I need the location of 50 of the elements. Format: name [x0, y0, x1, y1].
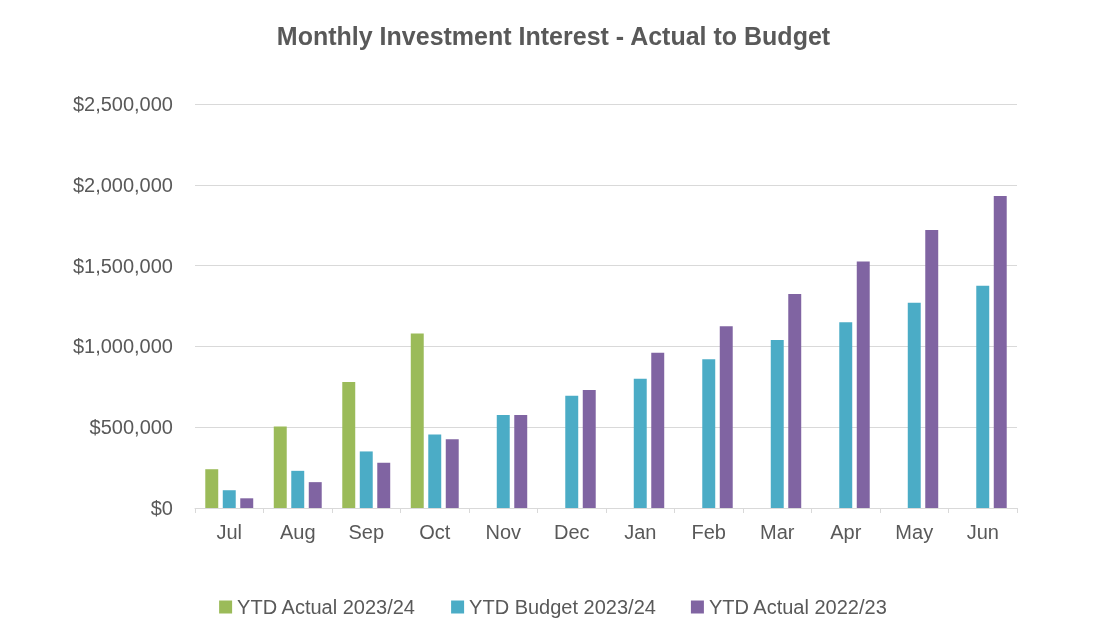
x-tick-label: Feb — [691, 521, 726, 543]
bar — [514, 415, 528, 508]
bar — [770, 339, 784, 508]
bar — [428, 434, 442, 508]
x-tick-label: Jul — [216, 521, 243, 543]
bar — [240, 498, 254, 508]
chart-title: Monthly Investment Interest - Actual to Budget — [276, 21, 831, 50]
bar — [565, 395, 579, 508]
bar — [342, 381, 356, 508]
x-tick-label: Jun — [966, 521, 999, 543]
bar — [976, 285, 990, 508]
bar — [788, 293, 802, 508]
bar — [839, 322, 853, 508]
legend-label: YTD Actual 2023/24 — [237, 596, 415, 618]
legend-label: YTD Budget 2023/24 — [469, 596, 656, 618]
y-tick-label: $2,000,000 — [72, 173, 173, 196]
x-tick-label: Oct — [419, 521, 451, 543]
x-tick-label: May — [895, 521, 934, 543]
bar — [925, 230, 939, 508]
bar — [719, 326, 733, 508]
bar — [702, 359, 716, 508]
bar — [291, 470, 305, 508]
bar — [273, 426, 287, 508]
bar — [651, 352, 665, 508]
legend-label: YTD Actual 2022/23 — [708, 596, 887, 618]
bar — [359, 451, 373, 508]
x-tick-label: Sep — [348, 521, 385, 543]
bar — [633, 378, 647, 508]
bar — [907, 302, 921, 508]
x-tick-label: Aug — [279, 521, 316, 543]
bar — [856, 261, 870, 508]
bar — [377, 462, 391, 508]
y-tick-label: $2,500,000 — [72, 93, 173, 115]
x-tick-label: Nov — [485, 521, 522, 543]
x-tick-label: Apr — [830, 521, 862, 543]
bar — [582, 390, 596, 508]
y-tick-label: $1,000,000 — [72, 335, 173, 358]
bar — [410, 333, 424, 508]
bar — [308, 482, 322, 508]
x-tick-label: Dec — [553, 521, 590, 543]
x-tick-label: Mar — [760, 521, 795, 543]
y-tick-label: $0 — [150, 497, 173, 519]
y-tick-label: $1,500,000 — [72, 254, 173, 277]
bar — [496, 415, 510, 508]
bar — [222, 490, 236, 508]
x-tick-label: Jan — [624, 521, 657, 543]
bar — [205, 469, 219, 508]
bar — [445, 439, 459, 508]
y-tick-label: $500,000 — [89, 416, 173, 439]
bar — [993, 196, 1007, 508]
